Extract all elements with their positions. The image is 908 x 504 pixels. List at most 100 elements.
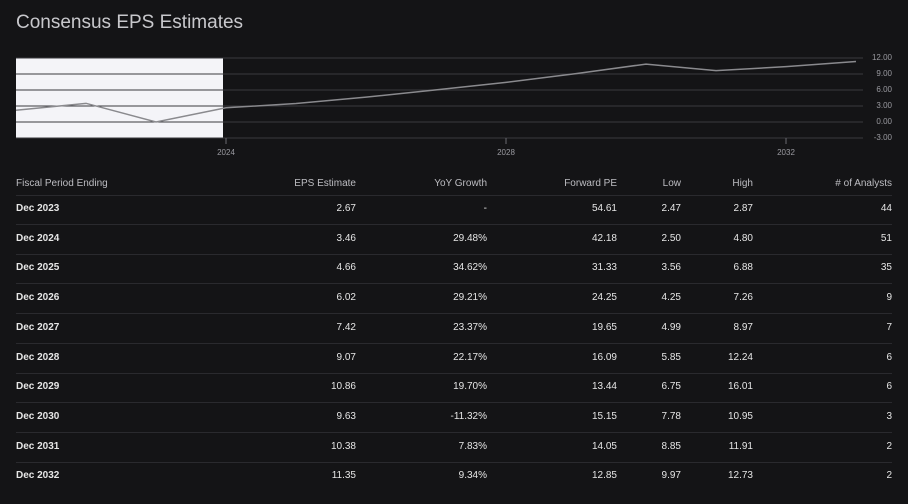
table-cell: 6: [886, 351, 892, 363]
table-cell: 9.34%: [458, 470, 487, 482]
table-cell: 29.21%: [453, 292, 487, 304]
table-cell: 22.17%: [453, 351, 487, 363]
row-separator: [16, 461, 892, 463]
table-cell: 3.56: [661, 262, 681, 274]
row-separator: [16, 372, 892, 374]
table-cell: 4.99: [661, 321, 681, 333]
table-cell: Dec 2026: [16, 292, 60, 304]
table-cell: 4.25: [661, 292, 681, 304]
table-cell: Dec 2030: [16, 410, 60, 422]
table-cell: 15.15: [591, 410, 617, 422]
row-separator: [16, 431, 892, 433]
table-cell: -11.32%: [450, 410, 487, 422]
table-cell: 6.75: [661, 381, 681, 393]
table-cell: 12.73: [727, 470, 753, 482]
column-header: Forward PE: [564, 178, 617, 189]
table-cell: 35: [880, 262, 892, 274]
x-tick-label: 2028: [497, 148, 515, 157]
table-cell: 42.18: [591, 232, 617, 244]
x-tick-label: 2024: [217, 148, 235, 157]
table-cell: 44: [880, 203, 892, 214]
x-tick-label: 2032: [777, 148, 795, 157]
chart: -3.00 0.00 3.00 6.00 9.00 12.00 2024 2028 2032: [15, 53, 893, 157]
table-cell: Dec 2023: [16, 203, 60, 214]
table-cell: 4.66: [336, 262, 356, 274]
table-cell: 9: [886, 292, 892, 304]
y-tick-label: 3.00: [876, 101, 892, 110]
table-cell: Dec 2025: [16, 262, 60, 274]
table-cell: 24.25: [591, 292, 617, 304]
table-cell: 12.24: [727, 351, 753, 363]
column-header: EPS Estimate: [294, 178, 356, 189]
table-cell: 9.07: [336, 351, 356, 363]
table-cell: 12.85: [591, 470, 617, 482]
row-separator: [16, 253, 892, 255]
table-cell: 2.87: [733, 203, 753, 214]
page-title: Consensus EPS Estimates: [16, 12, 244, 33]
column-header: Fiscal Period Ending: [16, 178, 108, 189]
row-separator: [16, 342, 892, 344]
table-cell: 2.50: [661, 232, 681, 244]
table-cell: 19.70%: [453, 381, 487, 393]
table-cell: Dec 2031: [16, 440, 60, 452]
table-cell: 51: [880, 232, 892, 244]
table-cell: 2.67: [336, 203, 356, 214]
table-cell: Dec 2032: [16, 470, 60, 482]
column-header: # of Analysts: [835, 178, 892, 189]
table-cell: 14.05: [591, 440, 617, 452]
table-cell: 34.62%: [453, 262, 487, 274]
table-cell: 11.35: [331, 470, 356, 482]
column-header: Low: [662, 178, 681, 189]
table-cell: 8.97: [733, 321, 753, 333]
history-region: [16, 58, 223, 138]
eps-line: [15, 60, 857, 123]
table-cell: 7.78: [661, 410, 681, 422]
table-cell: 5.85: [661, 351, 681, 363]
y-tick-label: 0.00: [876, 117, 892, 126]
table-cell: -: [483, 203, 487, 214]
table-cell: 2: [886, 470, 892, 482]
table-cell: Dec 2024: [16, 232, 60, 244]
table-cell: 3.46: [336, 232, 356, 244]
table-cell: Dec 2027: [16, 321, 60, 333]
table-cell: Dec 2029: [16, 381, 60, 393]
row-separator: [16, 402, 892, 404]
table-cell: 29.48%: [453, 232, 487, 244]
table-cell: 6.02: [336, 292, 356, 304]
table-cell: 4.80: [733, 232, 753, 244]
table-cell: 8.85: [661, 440, 681, 452]
row-separator: [16, 224, 892, 225]
y-tick-label: 12.00: [872, 53, 893, 62]
row-separator: [16, 283, 892, 285]
table-cell: 9.97: [661, 470, 681, 482]
y-tick-label: -3.00: [874, 133, 893, 142]
y-tick-label: 9.00: [876, 69, 892, 78]
table-cell: 7: [886, 321, 892, 333]
table-cell: 7.26: [733, 292, 753, 304]
table-cell: 10.95: [727, 410, 753, 422]
table-cell: 9.63: [336, 410, 356, 422]
table-cell: 7.83%: [458, 440, 487, 452]
row-separator: [16, 195, 892, 196]
table-cell: 10.38: [330, 440, 356, 452]
table-cell: 19.65: [591, 321, 617, 333]
table-cell: 6.88: [733, 262, 753, 274]
y-tick-label: 6.00: [876, 85, 892, 94]
column-header: YoY Growth: [434, 178, 487, 189]
table-cell: 16.01: [727, 381, 753, 393]
table-cell: 11.91: [728, 440, 753, 452]
table-cell: 23.37%: [453, 321, 487, 333]
table-cell: 2.47: [661, 203, 681, 214]
table-cell: 16.09: [591, 351, 617, 363]
row-separator: [16, 313, 892, 315]
table-cell: 10.86: [330, 381, 356, 393]
table-cell: Dec 2028: [16, 351, 60, 363]
column-header: High: [732, 178, 753, 189]
table-cell: 6: [886, 381, 892, 393]
table-cell: 31.33: [591, 262, 617, 274]
table-cell: 54.61: [591, 203, 617, 214]
table-cell: 2: [886, 440, 892, 452]
table-cell: 3: [886, 410, 892, 422]
table-cell: 7.42: [336, 321, 356, 333]
